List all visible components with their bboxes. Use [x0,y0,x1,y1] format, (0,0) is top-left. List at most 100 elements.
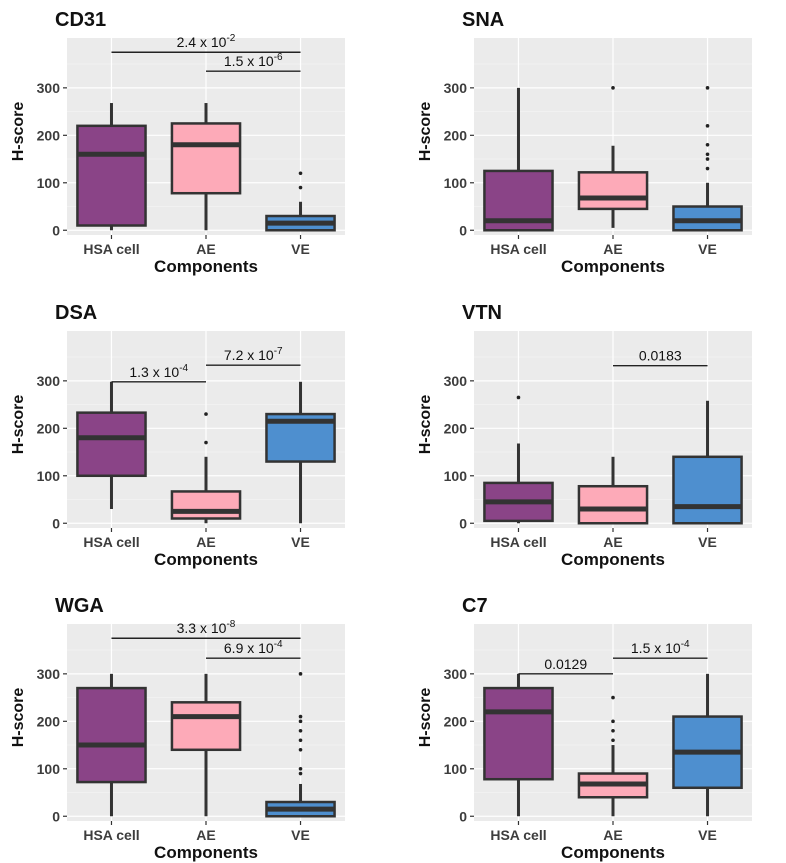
y-tick-label: 100 [37,761,61,777]
y-tick-label: 200 [444,713,468,729]
outlier-point [298,672,303,676]
y-axis-label: H-score [417,102,434,162]
box-hsa-cell [483,87,554,232]
panel-sna: 0 100 200 300 HSA cell AE VE SNA Components H-sco… [417,9,752,276]
y-tick-label: 300 [37,666,61,682]
y-axis-label: H-score [10,102,27,162]
iqr-box [170,490,242,520]
y-tick-label: 100 [37,468,61,484]
outlier-point [705,152,710,157]
significance-label: 2.4 x 10-2 [177,33,236,50]
panel-wga: 3.3 x 10-8 6.9 x 10-4 0 100 200 300 HSA cell AE… [10,595,345,862]
box-hsa-cell [76,381,147,510]
y-tick-label: 200 [37,127,61,143]
outlier-point [298,729,303,733]
panel-title: C7 [462,595,488,617]
x-tick-label: VE [698,534,717,550]
iqr-box [672,455,743,525]
x-tick-label: HSA cell [83,827,139,843]
outlier-point [298,171,303,176]
panel-cd31: 2.4 x 10-2 1.5 x 10-6 0 100 200 300 HSA cell AE… [10,9,345,276]
iqr-box [170,701,242,752]
box-ae [577,86,649,228]
x-tick-label: VE [698,241,717,257]
significance-label: 7.2 x 10-7 [224,346,283,363]
outlier-point [705,86,710,90]
outlier-point [204,440,208,445]
y-tick-label: 200 [37,713,61,729]
outlier-point [298,747,303,752]
significance-label: 6.9 x 10-4 [224,639,283,656]
y-tick-label: 200 [444,420,468,436]
x-tick-label: HSA cell [83,241,139,257]
iqr-box [76,686,147,784]
outlier-point [611,695,615,700]
outlier-point [204,412,208,416]
x-tick-label: HSA cell [490,241,546,257]
x-axis-label: Components [154,550,258,569]
box-hsa-cell [483,673,554,817]
y-tick-label: 100 [444,468,468,484]
outlier-point [611,719,615,724]
box-ae [577,456,649,525]
significance-label: 1.3 x 10-4 [129,363,188,380]
panel-title: CD31 [55,9,106,31]
box-ve [265,672,336,818]
x-tick-label: HSA cell [490,827,546,843]
x-tick-label: AE [603,534,622,550]
outlier-point [611,738,615,743]
x-axis-label: Components [561,843,665,862]
x-tick-label: VE [291,241,310,257]
box-ae [170,673,242,817]
y-tick-label: 300 [444,80,468,96]
outlier-point [611,86,615,90]
x-tick-label: AE [603,241,622,257]
outlier-point [705,143,710,147]
outlier-point [298,738,303,743]
y-tick-label: 300 [444,373,468,389]
box-ve [672,400,743,525]
y-tick-label: 200 [37,420,61,436]
iqr-box [76,124,147,227]
box-ve [265,381,336,524]
panel-title: SNA [462,9,504,31]
panel-title: WGA [55,595,104,617]
y-tick-label: 200 [444,127,468,143]
iqr-box [170,122,242,195]
box-ve [265,171,336,232]
outlier-point [298,714,303,719]
y-tick-label: 300 [444,666,468,682]
x-tick-label: VE [698,827,717,843]
box-ae [577,695,649,817]
y-tick-label: 0 [459,808,467,824]
x-axis-label: Components [561,257,665,276]
x-tick-label: AE [196,534,215,550]
panel-vtn: 0.0183 0 100 200 300 HSA cell AE VE VTN Component… [417,302,752,569]
x-tick-label: AE [196,827,215,843]
panel-title: VTN [462,302,502,324]
panel-c7: 0.0129 1.5 x 10-4 0 100 200 300 HSA cell AE VE C7… [417,595,752,862]
y-tick-label: 300 [37,373,61,389]
y-tick-label: 100 [37,175,61,191]
iqr-box [577,171,649,211]
x-tick-label: HSA cell [490,534,546,550]
x-axis-label: Components [154,257,258,276]
outlier-point [705,124,710,128]
box-ve [672,86,743,232]
panel-title: DSA [55,302,97,324]
y-tick-label: 0 [459,222,467,238]
y-tick-label: 0 [52,222,60,238]
outlier-point [298,719,303,724]
box-hsa-cell [483,395,554,524]
box-ve [672,673,743,817]
y-tick-label: 300 [37,80,61,96]
y-tick-label: 0 [459,515,467,531]
panel-dsa: 1.3 x 10-4 7.2 x 10-7 0 100 200 300 HSA cell AE… [10,302,345,569]
y-axis-label: H-score [10,688,27,748]
outlier-point [298,185,303,190]
x-tick-label: AE [196,241,215,257]
iqr-box [577,484,649,525]
x-axis-label: Components [154,843,258,862]
y-axis-label: H-score [417,688,434,748]
